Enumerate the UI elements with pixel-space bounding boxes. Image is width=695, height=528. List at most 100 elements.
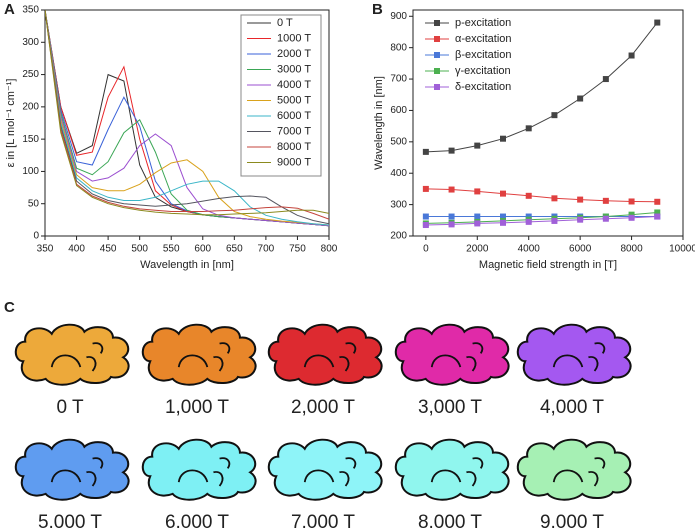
cloud-label: 8,000 T [418,512,482,528]
cloud-label: 9,000 T [540,512,604,528]
cloud-detail [50,342,104,372]
marker [525,125,532,132]
cloud-label: 6,000 T [165,512,229,528]
y-tick-label: 300 [390,199,407,210]
y-tick-label: 200 [390,231,407,242]
x-tick-label: 10000 [669,244,695,255]
marker [525,213,532,220]
cloud-detail [430,457,484,487]
legend-box [240,14,322,177]
marker [448,213,455,220]
panel-label: C [4,299,15,316]
x-axis-label: Magnetic field strength in [T] [479,259,617,271]
y-axis-label: ε in [L mol⁻¹ cm⁻¹] [5,79,17,168]
x-tick-label: 350 [37,244,54,255]
cloud-detail [430,342,484,372]
marker [654,198,661,205]
x-tick-label: 0 [423,244,429,255]
cloud-icon [267,438,383,501]
legend-marker [434,52,440,58]
y-tick-label: 900 [390,11,407,22]
marker [525,218,532,225]
marker [474,213,481,220]
y-tick-label: 350 [22,5,39,16]
cloud-body [267,438,383,501]
y-tick-label: 200 [22,101,39,112]
series-line [45,10,329,227]
marker [602,76,609,83]
cloud-body [516,323,632,386]
marker [654,213,661,220]
legend-label: 5000 T [277,94,311,106]
cloud-label: 4,000 T [540,397,604,418]
cloud-detail [50,457,104,487]
cloud-detail [552,342,606,372]
cloud-detail [303,342,357,372]
marker [422,213,429,220]
y-tick-label: 600 [390,105,407,116]
x-tick-label: 450 [100,244,117,255]
legend-label: 1000 T [277,32,311,44]
cloud-icon [394,438,510,501]
cloud-icon [516,438,632,501]
marker [577,95,584,102]
series-line [425,212,658,224]
series-line [45,10,329,226]
marker [448,147,455,154]
cloud-label: 2,000 T [291,397,355,418]
legend-label: α-excitation [455,33,512,45]
x-tick-label: 400 [68,244,85,255]
marker [422,185,429,192]
cloud-body [394,323,510,386]
cloud-icon [14,438,130,501]
x-tick-label: 600 [194,244,211,255]
marker [422,222,429,229]
cloud-body [394,438,510,501]
cloud-icon [267,323,383,386]
marker [551,112,558,119]
series-line [45,10,329,226]
x-tick-label: 800 [321,244,338,255]
cloud-icon [141,323,257,386]
legend-marker [434,68,440,74]
marker [500,135,506,142]
y-tick-label: 50 [28,198,40,209]
x-tick-label: 650 [226,244,243,255]
cloud-label: 1,000 T [165,397,229,418]
legend-label: 9000 T [277,156,311,168]
marker [628,214,635,221]
legend-marker [434,36,440,42]
cloud-label: 3,000 T [418,397,482,418]
marker [602,215,609,222]
y-tick-label: 800 [390,42,407,53]
marker [577,216,584,223]
cloud-detail [177,342,231,372]
cloud-label: 5,000 T [38,512,102,528]
marker [551,195,558,202]
marker [628,211,635,218]
series-line [425,188,658,203]
y-tick-label: 400 [390,168,407,179]
legend-label: β-excitation [455,49,511,61]
y-tick-label: 300 [22,37,39,48]
legend-marker [434,20,440,26]
marker [448,186,455,193]
x-tick-label: 500 [131,244,148,255]
y-tick-label: 150 [22,134,39,145]
cloud-body [14,323,130,386]
marker [628,52,635,59]
legend-label: 8000 T [277,141,311,153]
marker [628,198,635,205]
y-tick-label: 700 [390,74,407,85]
panel-label: B [372,1,383,18]
legend-label: 4000 T [277,79,311,91]
panel-label: A [4,1,15,18]
marker [654,209,661,216]
marker [500,219,506,226]
y-tick-label: 100 [22,166,39,177]
marker [577,196,584,203]
cloud-detail [177,457,231,487]
marker [500,190,506,197]
legend-marker [434,84,440,90]
